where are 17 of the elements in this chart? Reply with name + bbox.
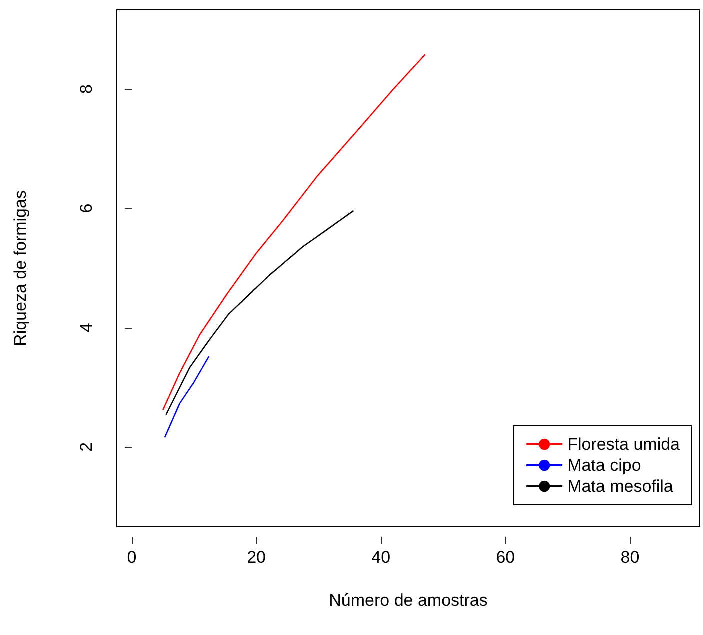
y-tick-label: 2 [77, 442, 96, 452]
x-tick-label: 20 [247, 548, 266, 567]
x-axis-title: Número de amostras [329, 591, 488, 610]
y-axis-title: Riqueza de formigas [11, 190, 30, 346]
legend-label: Mata cipo [568, 456, 642, 475]
x-tick-label: 80 [620, 548, 640, 567]
x-tick-label: 0 [127, 548, 137, 567]
x-tick-label: 40 [372, 548, 391, 567]
y-tick-label: 4 [77, 323, 96, 333]
line-series [162, 54, 426, 411]
x-tick-label: 60 [496, 548, 516, 567]
y-tick-label: 6 [77, 204, 96, 214]
y-tick-label: 8 [77, 84, 96, 94]
line-series [164, 356, 210, 438]
legend-label: Mata mesofila [568, 477, 674, 496]
line-series [166, 210, 354, 416]
legend-label: Floresta umida [568, 435, 681, 454]
